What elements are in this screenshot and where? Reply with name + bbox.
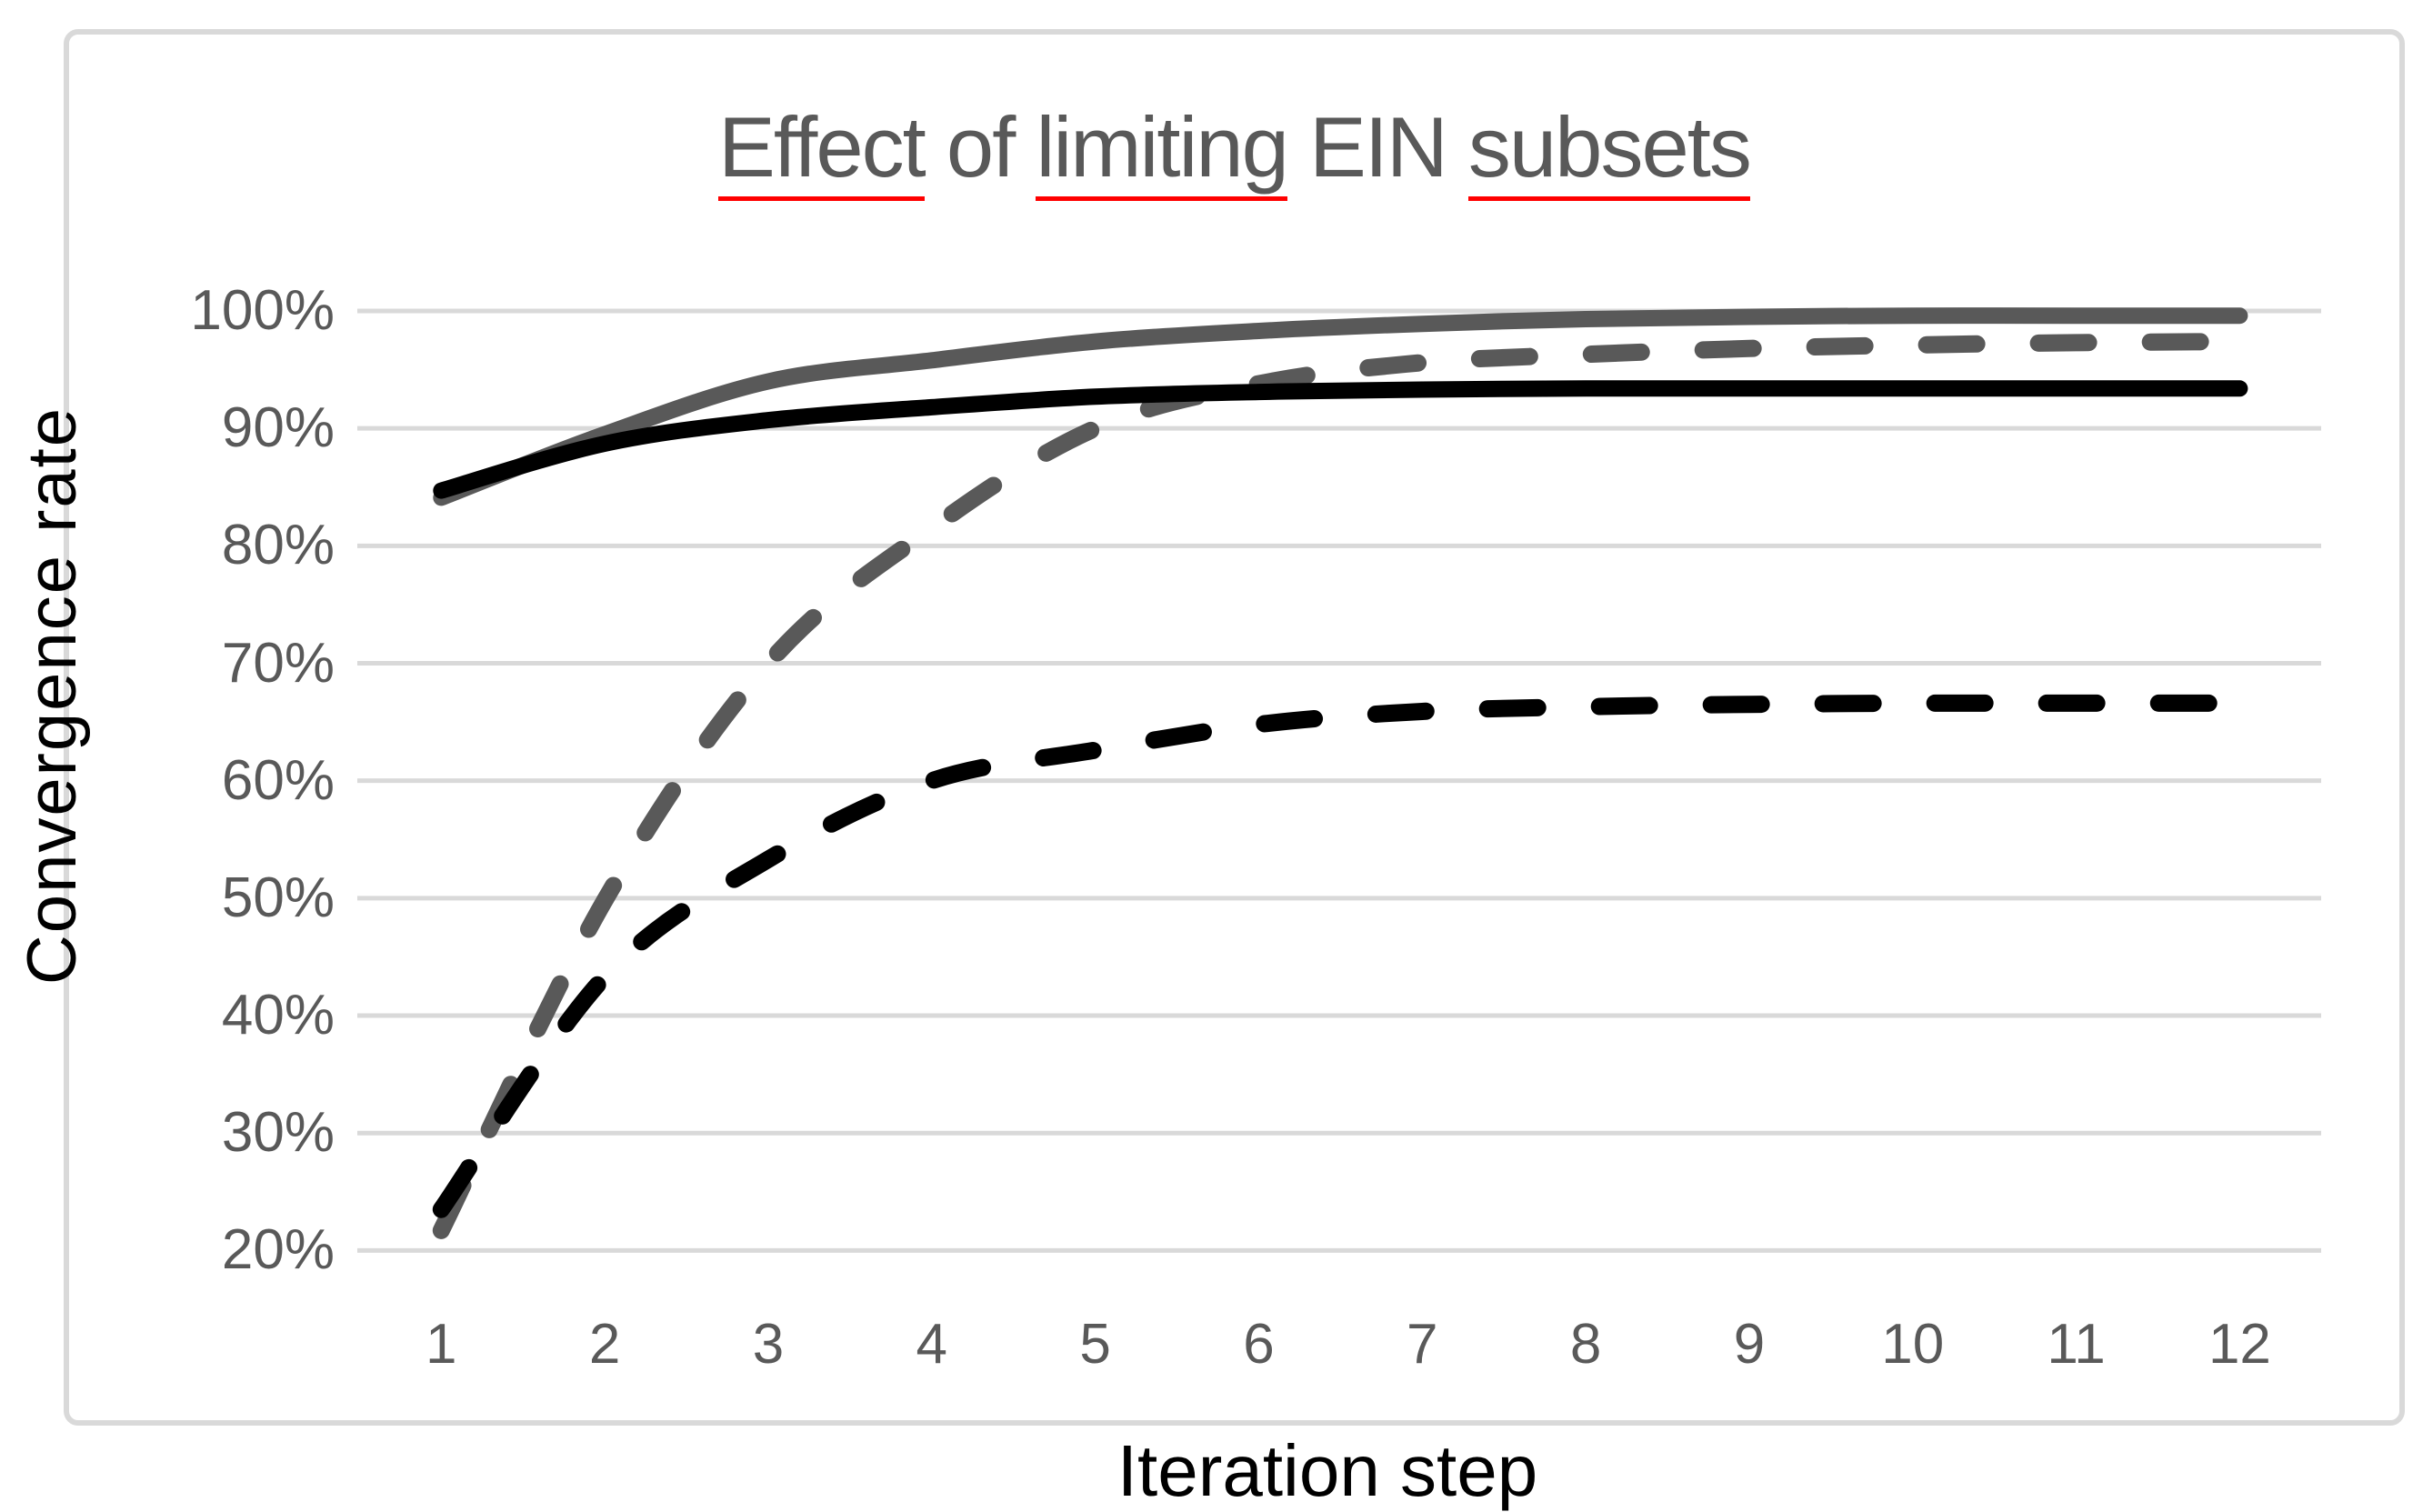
y-tick-label: 40% <box>221 984 335 1047</box>
x-tick-label: 3 <box>752 1313 785 1376</box>
x-tick-label: 4 <box>916 1313 948 1376</box>
x-tick-label: 6 <box>1243 1313 1275 1376</box>
y-tick-label: 30% <box>221 1101 335 1165</box>
x-tick-label: 11 <box>2047 1313 2106 1376</box>
x-tick-label: 10 <box>1881 1313 1945 1376</box>
x-tick-label: 2 <box>588 1313 621 1376</box>
y-axis-title: Convergence rate <box>13 406 91 986</box>
x-tick-label: 9 <box>1733 1313 1766 1376</box>
chart-title: Effect of limiting EIN subsets <box>64 98 2405 201</box>
title-word: of <box>924 99 1036 195</box>
series-dashed-black <box>432 694 2248 1218</box>
y-tick-label: 60% <box>221 748 335 812</box>
x-tick-label: 8 <box>1569 1313 1602 1376</box>
series-solid-gray <box>433 307 2248 506</box>
x-tick-label: 7 <box>1407 1313 1438 1376</box>
y-tick-label: 90% <box>221 396 335 460</box>
y-tick-label: 50% <box>221 866 335 929</box>
x-tick-label: 5 <box>1079 1313 1111 1376</box>
x-axis-title: Iteration step <box>1116 1430 1538 1511</box>
y-tick-label: 100% <box>190 279 335 342</box>
y-tick-label: 20% <box>221 1218 335 1282</box>
title-word: EIN <box>1287 99 1468 195</box>
title-word-underlined: subsets <box>1467 99 1752 201</box>
y-tick-label: 80% <box>221 514 335 577</box>
x-tick-label: 1 <box>426 1313 457 1376</box>
y-tick-label: 70% <box>221 631 335 695</box>
x-tick-label: 12 <box>2208 1313 2271 1376</box>
series-solid-black <box>433 380 2248 499</box>
series-dashed-gray <box>432 333 2248 1239</box>
title-word-underlined: limiting <box>1036 99 1289 201</box>
title-word-underlined: Effect <box>718 99 926 201</box>
